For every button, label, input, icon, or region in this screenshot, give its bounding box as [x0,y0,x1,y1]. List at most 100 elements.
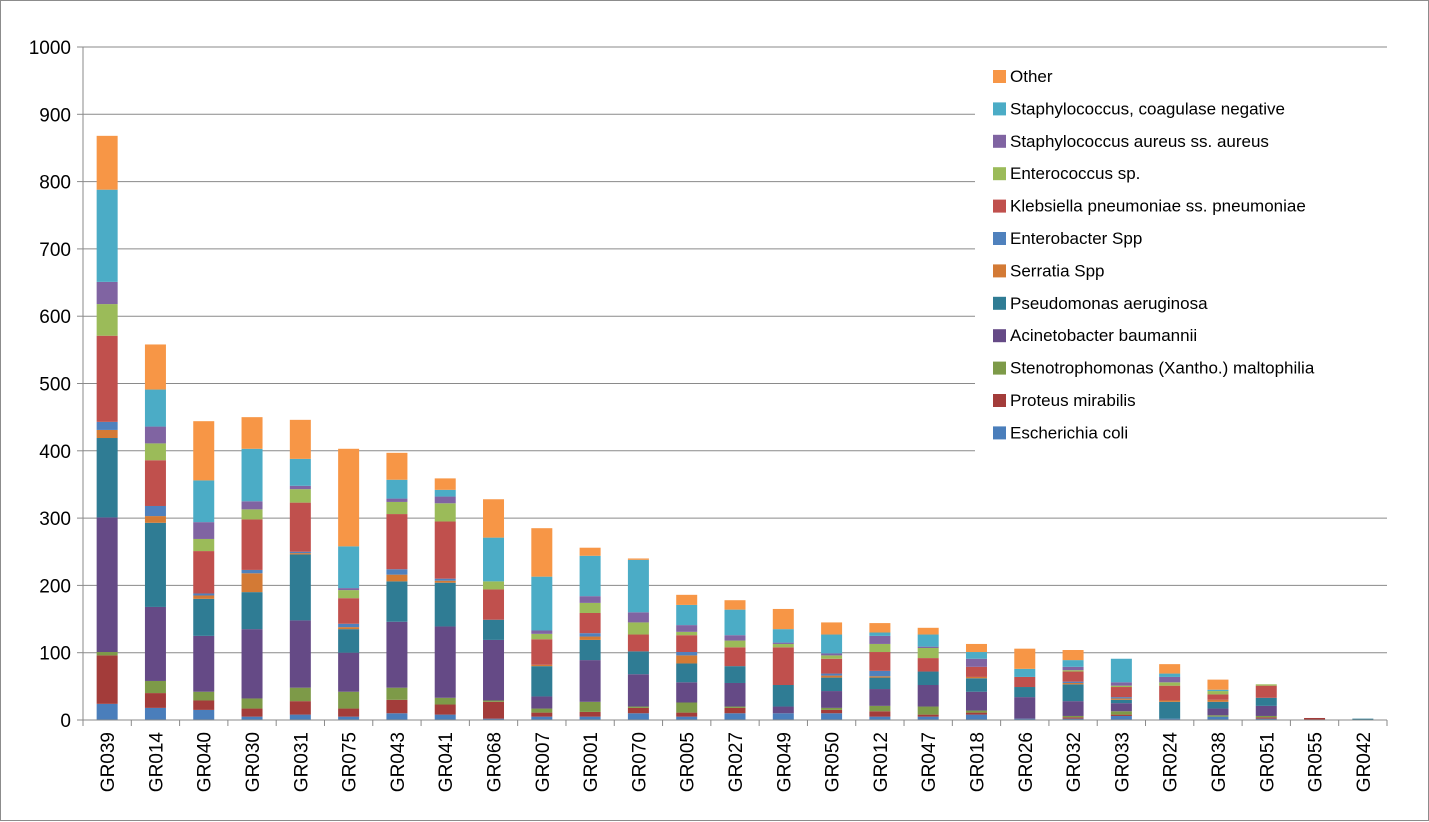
bar-segment [386,713,408,720]
bar-stack-gr030 [241,417,263,720]
bar-segment [338,598,360,624]
legend-swatch [993,199,1006,213]
bar-segment [144,693,166,708]
bar-segment [724,609,746,636]
bar-segment [241,629,263,699]
bar-segment [1014,668,1036,677]
legend-swatch [993,394,1006,407]
bar-segment [1207,715,1229,717]
bar-segment [1159,664,1181,674]
bar-segment [386,699,408,714]
x-tick-label: GR051 [1257,732,1278,792]
bar-segment [289,701,311,715]
bar-segment [917,634,939,647]
bar-stack-gr018 [965,643,987,720]
bar-segment [531,712,553,717]
bar-segment [965,643,987,653]
bar-segment [1110,711,1132,715]
bar-segment [1062,684,1084,702]
x-tick-label: GR032 [1064,732,1085,792]
bar-segment [1255,717,1277,719]
bar-segment [965,658,987,667]
bar-segment [676,712,698,717]
bar-segment [96,652,118,656]
legend-swatch [993,329,1006,343]
bar-segment [1159,718,1181,720]
bar-segment [724,647,746,667]
bar-segment [869,711,891,717]
bar-segment [627,707,649,714]
x-tick-label: GR014 [146,732,167,793]
bar-segment [1062,717,1084,719]
bar-stack-gr033 [1110,658,1132,720]
bar-segment [772,706,794,714]
y-tick-label: 900 [39,105,71,126]
bar-segment [821,707,843,710]
bar-stack-gr024 [1159,664,1181,720]
bar-segment [1014,676,1036,688]
bar-segment [965,666,987,677]
bar-segment [1110,703,1132,712]
y-tick-label: 1000 [29,38,71,59]
bar-segment [241,519,263,570]
bar-segment [869,670,891,677]
bar-segment [1110,682,1132,686]
bar-segment [1062,681,1084,683]
bar-segment [289,687,311,702]
bar-segment [241,569,263,574]
bar-segment [96,517,118,653]
bar-segment [1255,718,1277,720]
legend-entry: Enterobacter Spp [1010,229,1142,248]
bar-segment [483,499,505,538]
y-tick-label: 500 [39,375,71,396]
bar-segment [193,421,215,481]
bar-stack-gr051 [1255,684,1277,720]
bar-segment [193,598,215,636]
bar-segment [386,498,408,502]
bar-segment [289,620,311,688]
legend-entry: Enterococcus sp. [1010,164,1140,183]
legend-swatch [993,70,1006,83]
bar-stack-gr049 [772,608,794,720]
y-tick-label: 200 [39,576,71,597]
bar-segment [965,691,987,711]
x-tick-label: GR039 [98,732,119,792]
y-tick-label: 300 [39,509,71,530]
legend-swatch [993,361,1006,375]
bar-segment [965,676,987,679]
bar-segment [772,685,794,707]
bar-segment [289,419,311,459]
bar-stack-gr075 [338,448,360,720]
bar-segment [772,642,794,644]
bar-segment [1110,685,1132,688]
bar-segment [1255,684,1277,686]
legend-swatch [993,232,1006,245]
legend-entry: Proteus mirabilis [1010,391,1136,410]
x-tick-label: GR026 [1016,732,1037,792]
bar-segment [627,558,649,560]
bar-segment [386,479,408,499]
bar-segment [821,653,843,656]
bar-segment [821,691,843,708]
bar-stack-gr012 [869,623,891,720]
bar-segment [289,714,311,720]
bar-segment [289,551,311,554]
bar-segment [241,573,263,593]
bar-segment [531,633,553,640]
legend-entry: Serratia Spp [1010,261,1105,280]
bar-segment [579,547,601,556]
bar-segment [434,697,456,705]
bar-stack-gr070 [627,558,649,720]
bar-segment [821,658,843,674]
bar-segment [386,621,408,688]
bar-segment [627,651,649,675]
bar-segment [1159,682,1181,686]
bar-segment [338,627,360,630]
bar-stack-gr055 [1304,717,1326,720]
bar-segment [627,634,649,652]
bar-segment [386,501,408,515]
bar-segment [1159,685,1181,701]
bar-segment [1110,698,1132,700]
bar-segment [821,634,843,654]
bar-segment [1110,658,1132,683]
